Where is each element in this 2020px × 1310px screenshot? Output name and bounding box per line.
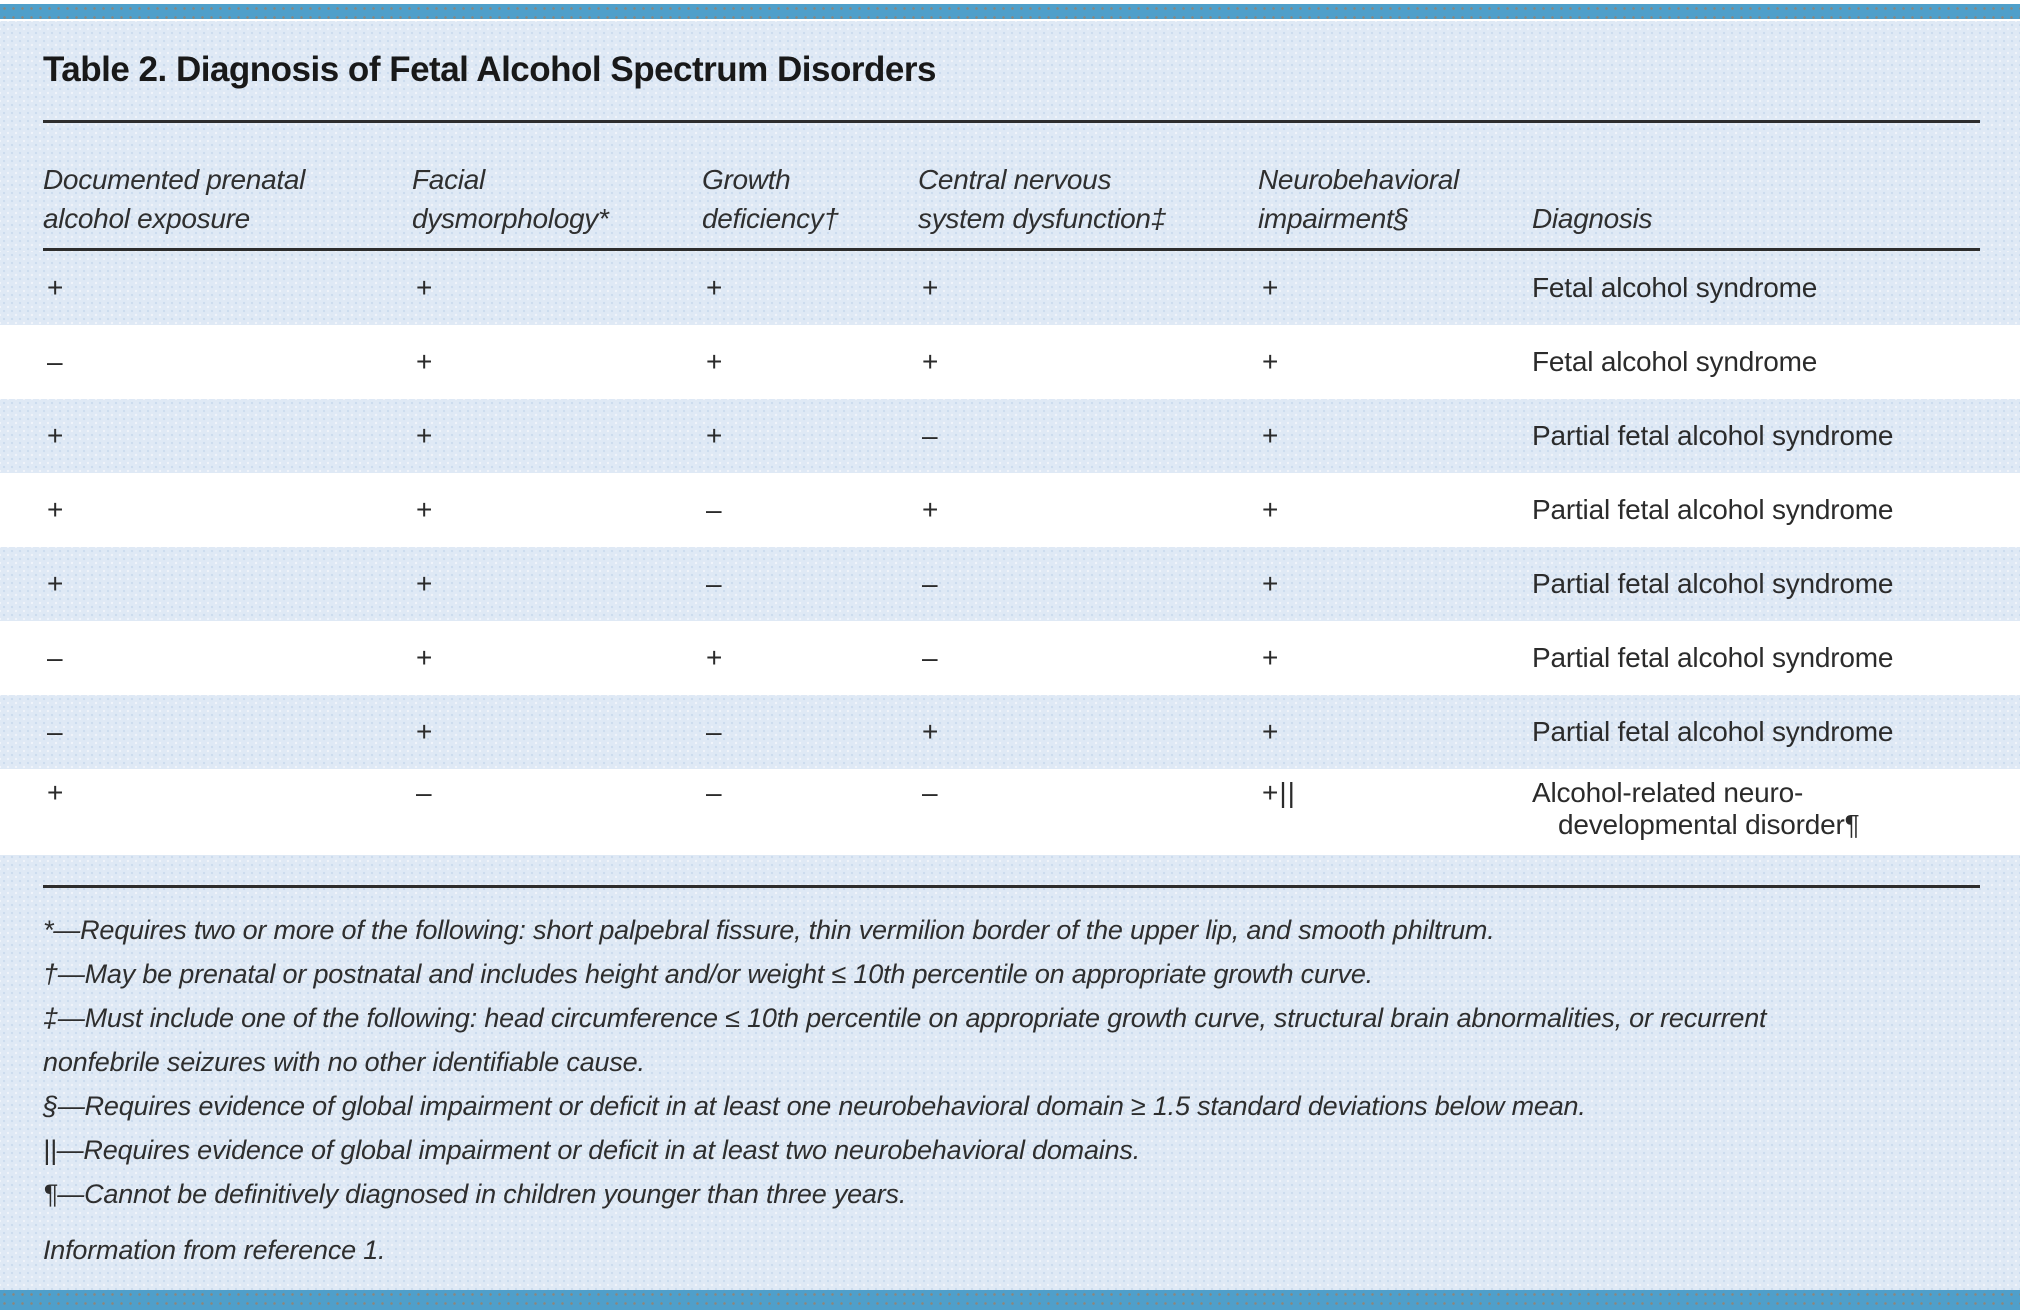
column-header-prenatal-exposure: Documented prenatal alcohol exposure (43, 164, 306, 234)
top-accent-bar (0, 4, 2020, 19)
diagnosis-cell: Partial fetal alcohol syndrome (1532, 642, 1894, 673)
footnote-pilcrow: ¶—Cannot be definitively diagnosed in ch… (43, 1179, 907, 1209)
footnote-section: §—Requires evidence of global impairment… (43, 1091, 1586, 1121)
column-header-growth-deficiency: Growth deficiency† (702, 164, 839, 234)
table-row: + + – – + Partial fetal alcohol syndrome (0, 547, 2020, 621)
table-row: – + + – + Partial fetal alcohol syndrome (0, 621, 2020, 695)
table-row: – + – + + Partial fetal alcohol syndrome (0, 695, 2020, 769)
column-header-facial-dysmorphology: Facial dysmorphology* (412, 164, 609, 234)
table-row: + – – – +|| Alcohol-related neuro- devel… (0, 769, 2020, 855)
footnote-double-bar: ||—Requires evidence of global impairmen… (43, 1135, 1141, 1165)
footnote-double-dagger: ‡—Must include one of the following: hea… (43, 1003, 1767, 1077)
table-row: + + + + + Fetal alcohol syndrome (0, 251, 2020, 325)
table-title: Table 2. Diagnosis of Fetal Alcohol Spec… (43, 50, 936, 89)
rule-above-footnotes (43, 885, 1980, 888)
footnote-asterisk: *—Requires two or more of the following:… (43, 915, 1495, 945)
diagnosis-cell: Partial fetal alcohol syndrome (1532, 494, 1894, 525)
diagnosis-cell: Partial fetal alcohol syndrome (1532, 716, 1894, 747)
column-header-diagnosis: Diagnosis (1532, 203, 1653, 234)
table-header-row: Documented prenatal alcohol exposure Fac… (0, 123, 2020, 248)
diagnosis-cell: Fetal alcohol syndrome (1532, 272, 1818, 303)
table-body: + + + + + Fetal alcohol syndrome – + + +… (0, 251, 2020, 855)
diagnosis-cell: Partial fetal alcohol syndrome (1532, 568, 1894, 599)
diagnosis-cell: Fetal alcohol syndrome (1532, 346, 1818, 377)
column-header-neurobehavioral-impairment: Neurobehavioral impairment§ (1258, 164, 1459, 234)
table-row: – + + + + Fetal alcohol syndrome (0, 325, 2020, 399)
rule-below-header (43, 248, 1980, 251)
diagnosis-cell: Partial fetal alcohol syndrome (1532, 420, 1894, 451)
bottom-accent-bar (0, 1290, 2020, 1310)
rule-below-title (43, 120, 1980, 123)
source-note: Information from reference 1. (43, 1235, 386, 1265)
column-header-cns-dysfunction: Central nervous system dysfunction‡ (918, 164, 1166, 234)
table-row: + + – + + Partial fetal alcohol syndrome (0, 473, 2020, 547)
footnote-dagger: †—May be prenatal or postnatal and inclu… (43, 959, 1373, 989)
footnotes: *—Requires two or more of the following:… (43, 908, 1980, 1272)
diagnosis-cell: Alcohol-related neuro- developmental dis… (1532, 777, 1860, 840)
table-row: + + + – + Partial fetal alcohol syndrome (0, 399, 2020, 473)
